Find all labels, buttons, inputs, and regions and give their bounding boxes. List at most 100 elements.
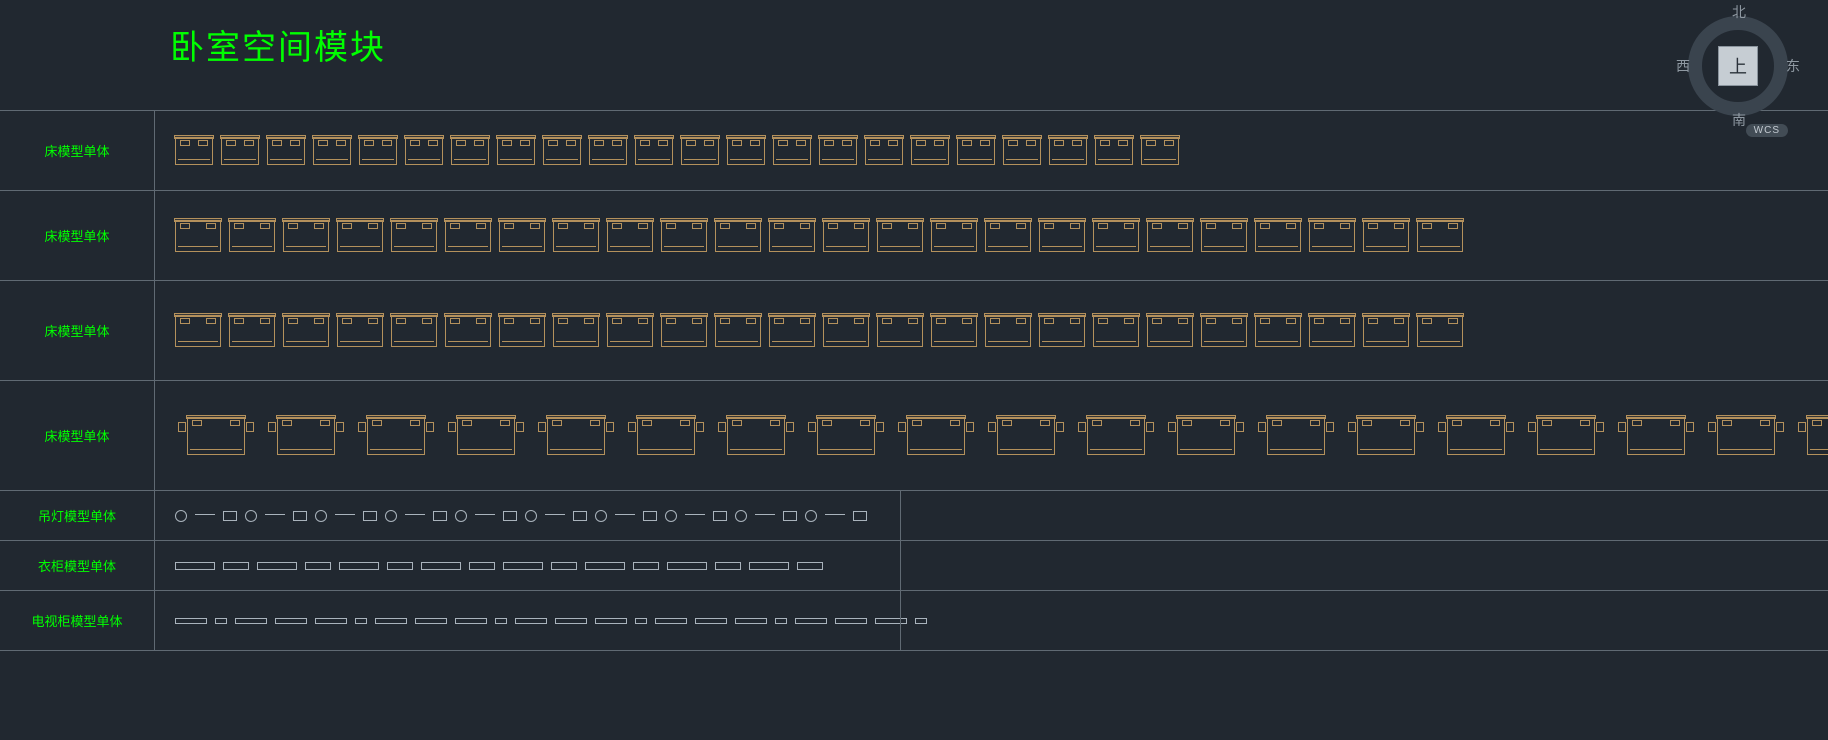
cad-block[interactable] (783, 511, 797, 521)
cad-block[interactable] (339, 562, 379, 570)
cad-block[interactable] (221, 137, 259, 165)
cad-block[interactable] (1087, 417, 1145, 455)
cad-block[interactable] (823, 315, 869, 347)
cad-block[interactable] (817, 417, 875, 455)
cad-block[interactable] (957, 137, 995, 165)
cad-block[interactable] (503, 511, 517, 521)
row-content[interactable] (155, 591, 1828, 650)
cad-block[interactable] (585, 562, 625, 570)
cad-block[interactable] (553, 220, 599, 252)
cad-block[interactable] (555, 618, 587, 624)
cad-block[interactable] (445, 220, 491, 252)
cad-block[interactable] (267, 137, 305, 165)
cad-block[interactable] (445, 315, 491, 347)
cad-block[interactable] (387, 562, 413, 570)
cad-block[interactable] (735, 618, 767, 624)
cad-block[interactable] (457, 417, 515, 455)
cad-block[interactable] (661, 315, 707, 347)
cad-block[interactable] (825, 514, 845, 518)
cad-block[interactable] (595, 510, 607, 522)
cad-block[interactable] (245, 510, 257, 522)
cad-block[interactable] (1141, 137, 1179, 165)
cad-block[interactable] (865, 137, 903, 165)
cad-block[interactable] (543, 137, 581, 165)
cad-block[interactable] (363, 511, 377, 521)
cad-block[interactable] (715, 315, 761, 347)
cad-block[interactable] (595, 618, 627, 624)
cad-block[interactable] (553, 315, 599, 347)
cad-block[interactable] (715, 562, 741, 570)
cad-block[interactable] (175, 220, 221, 252)
cad-block[interactable] (293, 511, 307, 521)
cad-block[interactable] (375, 618, 407, 624)
cad-block[interactable] (1039, 315, 1085, 347)
row-content[interactable] (155, 191, 1828, 280)
cad-block[interactable] (1717, 417, 1775, 455)
cad-block[interactable] (451, 137, 489, 165)
cad-canvas[interactable]: 卧室空间模块 床模型单体床模型单体床模型单体床模型单体吊灯模型单体衣柜模型单体电… (0, 0, 1828, 740)
cad-block[interactable] (547, 417, 605, 455)
cad-block[interactable] (685, 514, 705, 518)
cad-block[interactable] (997, 417, 1055, 455)
cad-block[interactable] (335, 514, 355, 518)
cad-block[interactable] (931, 315, 977, 347)
cad-block[interactable] (985, 315, 1031, 347)
cad-block[interactable] (907, 417, 965, 455)
cad-block[interactable] (1255, 315, 1301, 347)
cad-block[interactable] (635, 137, 673, 165)
cad-block[interactable] (497, 137, 535, 165)
cad-block[interactable] (1363, 315, 1409, 347)
cad-block[interactable] (223, 511, 237, 521)
cad-block[interactable] (229, 315, 275, 347)
cad-block[interactable] (315, 618, 347, 624)
cad-block[interactable] (1447, 417, 1505, 455)
cad-block[interactable] (875, 618, 907, 624)
cad-block[interactable] (915, 618, 927, 624)
cad-block[interactable] (175, 618, 207, 624)
cad-block[interactable] (1147, 315, 1193, 347)
cad-block[interactable] (315, 510, 327, 522)
cad-block[interactable] (749, 562, 789, 570)
cad-block[interactable] (1003, 137, 1041, 165)
cad-block[interactable] (1095, 137, 1133, 165)
cad-block[interactable] (223, 562, 249, 570)
wcs-badge[interactable]: WCS (1746, 124, 1788, 137)
cad-block[interactable] (589, 137, 627, 165)
row-content[interactable] (155, 281, 1828, 380)
cad-block[interactable] (277, 417, 335, 455)
cad-block[interactable] (355, 618, 367, 624)
cad-block[interactable] (1049, 137, 1087, 165)
viewcube-south[interactable]: 南 (1732, 110, 1746, 130)
cad-block[interactable] (229, 220, 275, 252)
cad-block[interactable] (391, 315, 437, 347)
cad-block[interactable] (455, 618, 487, 624)
cad-block[interactable] (1093, 220, 1139, 252)
cad-block[interactable] (499, 315, 545, 347)
viewcube[interactable]: 上 北 南 西 东 (1678, 6, 1798, 126)
cad-block[interactable] (1309, 315, 1355, 347)
cad-block[interactable] (615, 514, 635, 518)
cad-block[interactable] (525, 510, 537, 522)
cad-block[interactable] (661, 220, 707, 252)
cad-block[interactable] (1177, 417, 1235, 455)
cad-block[interactable] (359, 137, 397, 165)
cad-block[interactable] (1093, 315, 1139, 347)
cad-block[interactable] (775, 618, 787, 624)
cad-block[interactable] (195, 514, 215, 518)
cad-block[interactable] (667, 562, 707, 570)
cad-block[interactable] (1255, 220, 1301, 252)
cad-block[interactable] (405, 137, 443, 165)
cad-block[interactable] (175, 315, 221, 347)
row-content[interactable] (155, 111, 1828, 190)
cad-block[interactable] (545, 514, 565, 518)
cad-block[interactable] (1417, 315, 1463, 347)
cad-block[interactable] (1201, 315, 1247, 347)
cad-block[interactable] (175, 510, 187, 522)
cad-block[interactable] (455, 510, 467, 522)
cad-block[interactable] (773, 137, 811, 165)
cad-block[interactable] (805, 510, 817, 522)
cad-block[interactable] (433, 511, 447, 521)
cad-block[interactable] (769, 315, 815, 347)
cad-block[interactable] (385, 510, 397, 522)
cad-block[interactable] (503, 562, 543, 570)
